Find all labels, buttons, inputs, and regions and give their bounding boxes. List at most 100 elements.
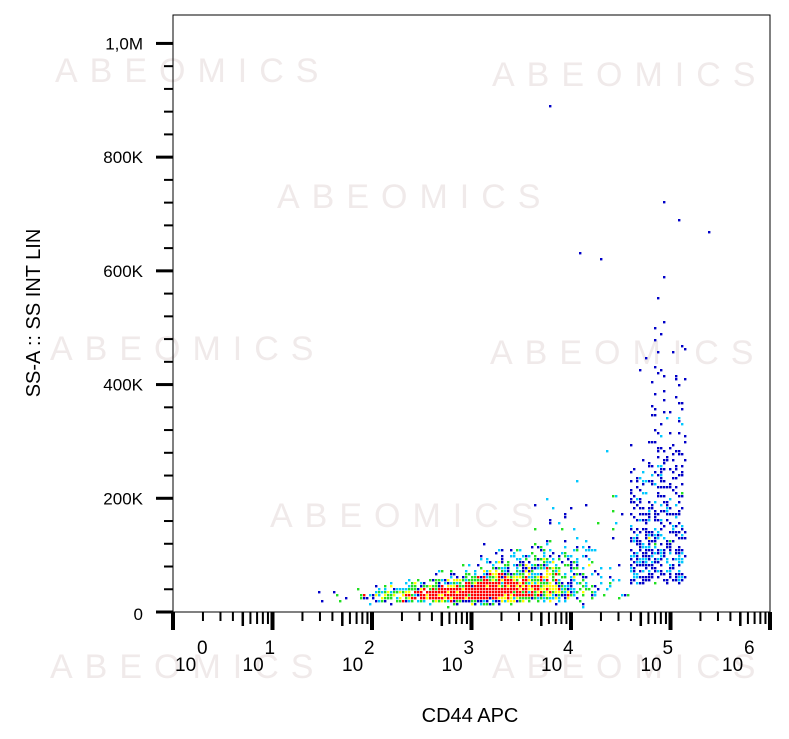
event-dot (639, 570, 642, 573)
event-dot (651, 507, 654, 510)
event-dot (471, 594, 474, 597)
event-dot (654, 540, 657, 543)
event-dot (675, 576, 678, 579)
event-dot (492, 567, 495, 570)
x-tick-label: 106 (722, 638, 755, 676)
event-dot (471, 585, 474, 588)
svg-text:6: 6 (744, 638, 755, 659)
event-dot (639, 543, 642, 546)
event-dot (387, 597, 390, 600)
event-dot (417, 591, 420, 594)
event-dot (549, 567, 552, 570)
event-dot (636, 564, 639, 567)
event-dot (543, 561, 546, 564)
event-dot (555, 582, 558, 585)
event-dot (576, 558, 579, 561)
event-dot (666, 579, 669, 582)
event-dot (444, 582, 447, 585)
event-dot (480, 567, 483, 570)
event-dot (651, 576, 654, 579)
event-dot (639, 582, 642, 585)
event-dot (681, 465, 684, 468)
event-dot (435, 579, 438, 582)
event-dot (447, 606, 450, 609)
event-dot (588, 588, 591, 591)
event-dot (594, 570, 597, 573)
event-dot (438, 585, 441, 588)
event-dot (495, 591, 498, 594)
event-dot (660, 435, 663, 438)
event-dot (561, 591, 564, 594)
event-dot (654, 441, 657, 444)
event-dot (435, 582, 438, 585)
event-dot (534, 588, 537, 591)
event-dot (573, 594, 576, 597)
event-dot (648, 570, 651, 573)
event-dot (444, 588, 447, 591)
event-dot (681, 537, 684, 540)
event-dot (540, 588, 543, 591)
event-dot (498, 567, 501, 570)
event-dot (441, 597, 444, 600)
event-dot (522, 576, 525, 579)
event-dot (657, 495, 660, 498)
event-dot (489, 576, 492, 579)
event-dot (453, 579, 456, 582)
event-dot (600, 582, 603, 585)
event-dot (585, 576, 588, 579)
event-dot (669, 546, 672, 549)
event-dot (648, 558, 651, 561)
event-dot (504, 564, 507, 567)
event-dot (432, 597, 435, 600)
event-dot (645, 531, 648, 534)
event-dot (636, 504, 639, 507)
event-dot (510, 588, 513, 591)
event-dot (684, 537, 687, 540)
y-minor-tick (164, 588, 173, 591)
event-dot (450, 597, 453, 600)
event-dot (600, 576, 603, 579)
event-dot (450, 591, 453, 594)
event-dot (486, 576, 489, 579)
event-dot (498, 579, 501, 582)
event-dot (660, 495, 663, 498)
event-dot (399, 591, 402, 594)
event-dot (456, 576, 459, 579)
event-dot (459, 600, 462, 603)
event-dot (606, 588, 609, 591)
event-dot (573, 567, 576, 570)
event-dot (645, 576, 648, 579)
event-dot (672, 531, 675, 534)
event-dot (486, 579, 489, 582)
event-dot (438, 582, 441, 585)
event-dot (648, 537, 651, 540)
x-minor-tick (418, 612, 421, 621)
event-dot (681, 471, 684, 474)
event-dot (537, 576, 540, 579)
event-dot (537, 573, 540, 576)
event-dot (555, 597, 558, 600)
event-dot (525, 570, 528, 573)
x-minor-tick (530, 612, 533, 621)
event-dot (534, 567, 537, 570)
event-dot (573, 573, 576, 576)
event-dot (435, 588, 438, 591)
x-major-tick (370, 612, 374, 630)
event-dot (477, 585, 480, 588)
event-dot (483, 570, 486, 573)
svg-text:10: 10 (641, 655, 662, 676)
event-dot (660, 555, 663, 558)
event-dot (666, 507, 669, 510)
event-dot (552, 552, 555, 555)
event-dot (678, 552, 681, 555)
event-dot (681, 552, 684, 555)
event-dot (498, 603, 501, 606)
event-dot (474, 573, 477, 576)
event-dot (675, 531, 678, 534)
event-dot (660, 486, 663, 489)
event-dot (669, 522, 672, 525)
event-dot (630, 471, 633, 474)
event-dot (582, 603, 585, 606)
event-dot (660, 447, 663, 450)
event-dot (564, 597, 567, 600)
